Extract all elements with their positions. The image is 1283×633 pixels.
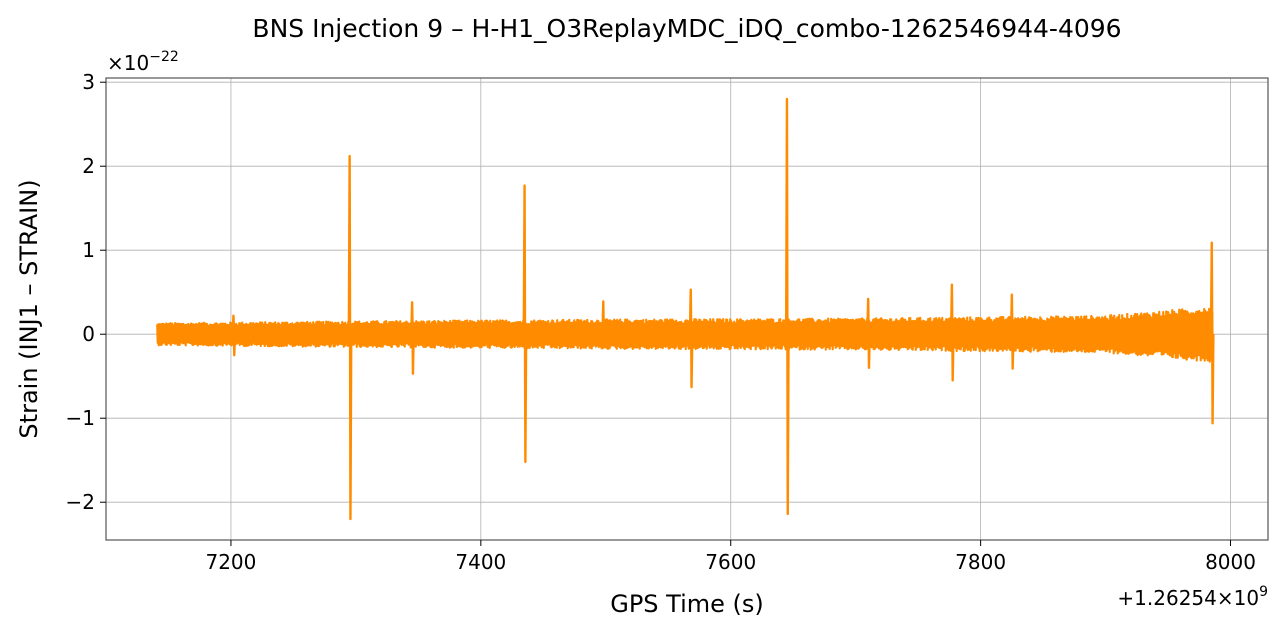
y-tick-label: 1 (82, 238, 95, 262)
x-tick-label: 7600 (705, 550, 756, 574)
y-tick-label: −1 (66, 406, 95, 430)
y-axis-label: Strain (INJ1 – STRAIN) (15, 179, 43, 438)
strain-spike (784, 97, 790, 516)
y-axis-ticks: −2 −1 0 1 2 3 (66, 70, 106, 514)
x-axis-ticks: 7200 7400 7600 7800 8000 (205, 540, 1256, 574)
y-tick-label: 2 (82, 154, 95, 178)
chart-title: BNS Injection 9 – H-H1_O3ReplayMDC_iDQ_c… (252, 14, 1121, 43)
strain-spike (231, 314, 237, 357)
x-tick-label: 7200 (205, 550, 256, 574)
strain-spike (1009, 293, 1015, 370)
x-offset-label: +1.26254×109 (1117, 584, 1268, 610)
strain-spike (410, 301, 415, 375)
y-tick-label: 3 (82, 70, 95, 94)
y-scale-label: ×10−22 (107, 49, 179, 75)
x-tick-label: 7400 (455, 550, 506, 574)
x-tick-label: 8000 (1205, 550, 1256, 574)
strain-spike (347, 154, 353, 521)
x-tick-label: 7800 (955, 550, 1006, 574)
x-axis-label: GPS Time (s) (610, 590, 764, 618)
strain-spike (688, 288, 694, 389)
strain-spike (866, 297, 871, 369)
grid-lines (106, 78, 1268, 540)
y-tick-label: −2 (66, 490, 95, 514)
plot-frame (105, 77, 1269, 541)
strain-noise-band (156, 307, 1214, 363)
strain-spike (949, 283, 955, 382)
strain-spike (601, 300, 607, 344)
strain-spike (522, 184, 528, 464)
strain-spike (1209, 241, 1215, 425)
series-strain (156, 97, 1215, 521)
y-tick-label: 0 (82, 322, 95, 346)
